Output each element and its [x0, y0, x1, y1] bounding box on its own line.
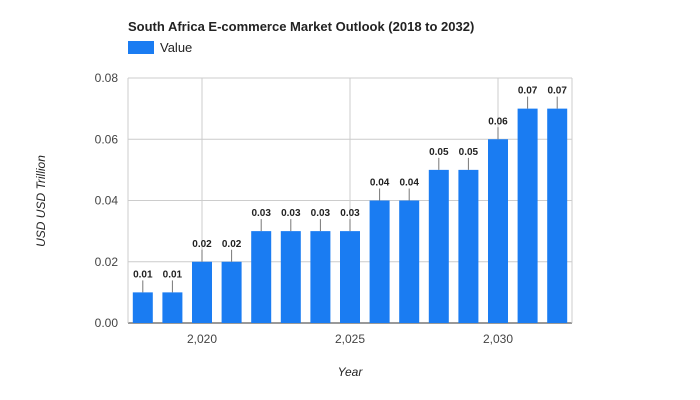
- bars: [132, 108, 568, 323]
- bar: [310, 231, 331, 323]
- bar: [340, 231, 360, 323]
- data-label: 0.04: [399, 178, 419, 189]
- y-tick-label: 0.06: [95, 132, 119, 146]
- data-label: 0.05: [429, 147, 449, 158]
- data-label: 0.02: [192, 239, 212, 250]
- data-label: 0.03: [311, 208, 331, 219]
- y-axis-ticks: 0.00 0.02 0.04 0.06 0.08: [95, 71, 119, 330]
- bar: [458, 169, 479, 323]
- data-labels: 0.01 0.01 0.02 0.02 0.03 0.03 0.03 0.03 0.04 0.04…: [133, 86, 567, 293]
- y-tick-label: 0.00: [95, 316, 119, 330]
- y-tick-label: 0.04: [95, 194, 119, 208]
- bar: [517, 108, 538, 323]
- data-label: 0.01: [133, 269, 153, 280]
- bar: [251, 231, 272, 323]
- bar: [192, 261, 212, 323]
- legend: Value: [128, 40, 192, 55]
- data-label: 0.06: [488, 116, 508, 127]
- data-label: 0.03: [340, 208, 360, 219]
- data-label: 0.01: [163, 269, 183, 280]
- bar: [428, 169, 449, 323]
- bar: [547, 108, 568, 323]
- legend-label: Value: [160, 40, 193, 55]
- x-axis-ticks: 2,020 2,025 2,030: [187, 332, 513, 346]
- data-label: 0.05: [459, 147, 479, 158]
- bar: [488, 139, 508, 323]
- bar: [162, 292, 183, 323]
- bar: [399, 200, 420, 323]
- y-tick-label: 0.08: [95, 71, 119, 85]
- data-label: 0.02: [222, 239, 242, 250]
- data-label: 0.03: [281, 208, 301, 219]
- x-axis-title: Year: [338, 365, 364, 379]
- y-tick-label: 0.02: [95, 255, 119, 269]
- data-label: 0.04: [370, 178, 390, 189]
- data-label: 0.07: [547, 86, 567, 97]
- x-tick-label: 2,030: [483, 332, 513, 346]
- bar: [369, 200, 390, 323]
- data-label: 0.07: [518, 86, 538, 97]
- x-tick-label: 2,020: [187, 332, 217, 346]
- data-label: 0.03: [251, 208, 271, 219]
- chart-title: South Africa E-commerce Market Outlook (…: [128, 19, 475, 34]
- x-tick-label: 2,025: [335, 332, 365, 346]
- bar: [221, 261, 242, 323]
- bar: [280, 231, 301, 323]
- y-axis-title: USD USD Trillion: [34, 155, 48, 247]
- legend-swatch: [128, 41, 154, 54]
- bar: [132, 292, 153, 323]
